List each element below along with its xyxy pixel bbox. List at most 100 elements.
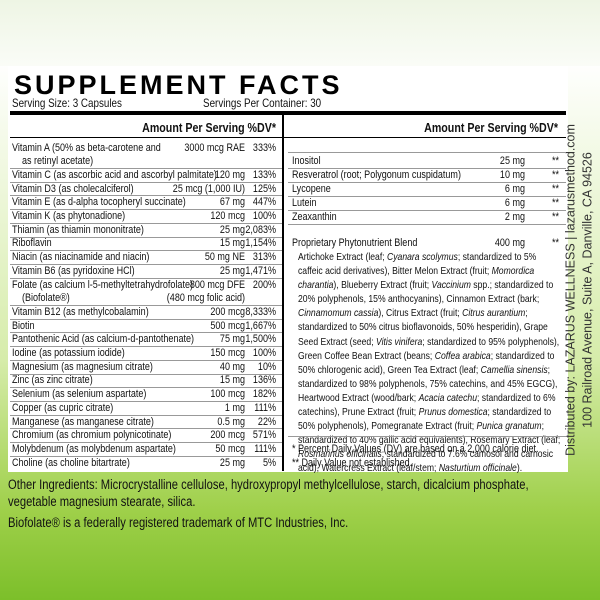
nutrient-dv: 136% [252, 374, 276, 387]
nutrient-amount: 200 mcg [210, 305, 245, 318]
nutrient-name: Magnesium (as magnesium citrate) [12, 360, 153, 373]
column-divider [282, 115, 284, 471]
nutrient-amount: 25 mg [219, 223, 245, 236]
blend-name: Proprietary Phytonutrient Blend [292, 237, 418, 249]
ingredient-dv: ** [551, 197, 559, 209]
title: SUPPLEMENT FACTS [14, 70, 343, 100]
nutrient-dv: 10% [257, 360, 276, 373]
nutrient-dv: 1,471% [245, 264, 276, 277]
ingredient-amount: 6 mg [504, 183, 525, 195]
row-rule [10, 181, 282, 183]
ingredient-name: Resveratrol (root; Polygonum cuspidatum) [292, 169, 461, 181]
blend-segment: ; standardized to 50% chlorogenic acid),… [298, 349, 555, 376]
header-rule [10, 137, 566, 138]
blend-segment: Cinnamomum cassia [298, 307, 379, 320]
row-rule [10, 373, 282, 375]
row-rule [10, 400, 282, 402]
nutrient-amount: 40 mg [219, 360, 245, 373]
other-ingredients: Other Ingredients: Microcrystalline cell… [8, 477, 529, 509]
nutrient-amount: 67 mg [219, 196, 245, 209]
blend-segment: Citrus aurantium [462, 307, 526, 320]
nutrient-name: Chromium (as chromium polynicotinate) [12, 429, 172, 442]
right-header: Amount Per Serving %DV* [424, 120, 558, 135]
left-header: Amount Per Serving %DV* [142, 120, 276, 135]
blend-segment: Acacia catechu [418, 391, 477, 404]
nutrient-amount: 500 mcg [210, 319, 245, 332]
nutrient-name: Copper (as cupric citrate) [12, 401, 114, 414]
top-band [0, 0, 600, 66]
row-rule [10, 359, 282, 361]
distributor-line: Distributed by: LAZARUS WELLNESS | lazar… [563, 124, 578, 456]
blend-segment: spp.; standardized to 20% polyphenols, 1… [298, 279, 554, 306]
blend-segment: ; standardized to 6% catechins), Prune E… [298, 391, 556, 419]
ingredient-amount: 6 mg [504, 197, 525, 209]
blend-segment: ; standardized to 95% polyphenols), Gree… [298, 335, 560, 362]
row-rule [288, 196, 566, 197]
ingredient-dv: ** [551, 169, 559, 181]
blend-segment: Camellia sinensis [480, 363, 548, 376]
blend-segment: ; standardized to 7.6% camosol and carno… [298, 448, 554, 475]
nutrient-name: Vitamin E (as d-alpha tocopheryl succina… [12, 196, 186, 209]
nutrient-amount: 25 mg [219, 264, 245, 277]
row-rule [10, 195, 282, 197]
nutrient-name: Vitamin D3 (as cholecalciferol) [12, 182, 134, 195]
row-rule [288, 182, 566, 183]
nutrient-name: Vitamin K (as phytonadione) [12, 210, 126, 222]
nutrient-dv: 1,154% [245, 237, 276, 250]
nutrient-name: Vitamin C (as ascorbic acid and ascorbyl… [12, 168, 217, 181]
nutrient-amount: 15 mg [219, 374, 245, 387]
nutrient-dv: 182% [252, 388, 276, 401]
ingredient-name: Zeaxanthin [292, 211, 337, 223]
nutrient-amount: 800 mcg DFE [189, 278, 245, 291]
blend-amount: 400 mg [494, 237, 525, 249]
row-rule [10, 209, 282, 211]
ingredient-dv: ** [551, 211, 559, 223]
thick-rule [10, 111, 566, 115]
blend-segment: Nasturtium officinale [438, 462, 517, 475]
nutrient-dv: 5% [262, 456, 276, 469]
blend-segment: ). [516, 462, 523, 475]
nutrient-dv: 313% [252, 251, 276, 264]
blend-segment: Cyanara scolymus [387, 251, 458, 263]
nutrient-dv: 100% [252, 210, 276, 222]
nutrient-name: Thiamin (as thiamin mononitrate) [12, 223, 144, 236]
nutrient-amount: 150 mcg [210, 347, 245, 359]
row-rule [288, 436, 566, 437]
nutrient-dv: 8,333% [245, 305, 276, 318]
nutrient-dv: 100% [252, 347, 276, 359]
blend-segment: ; standardized to 98% polyphenols, 75% c… [298, 363, 558, 404]
nutrient-name: Folate (as calcium l-5-methyltetrahydrof… [12, 278, 193, 291]
blend-segment: ), Blueberry Extract (fruit; [333, 279, 432, 292]
nutrient-name: Niacin (as niacinamide and niacin) [12, 251, 150, 264]
ingredient-name: Lutein [292, 197, 317, 209]
distributor: Distributed by: LAZARUS WELLNESS | lazar… [563, 103, 599, 478]
trademark: Biofolate® is a federally registered tra… [8, 515, 349, 530]
nutrient-name: Pantothenic Acid (as calcium-d-pantothen… [12, 333, 195, 346]
row-rule [10, 332, 282, 334]
row-rule [10, 428, 282, 430]
nutrient-dv: 447% [252, 196, 276, 209]
row-rule [10, 168, 282, 170]
blend-segment: Coffea arabica [434, 349, 491, 362]
row-rule [288, 224, 566, 225]
serving-size: Serving Size: 3 Capsules [12, 96, 122, 110]
nutrient-name: Vitamin B12 (as methylcobalamin) [12, 305, 149, 318]
nutrient-amount: 100 mcg [210, 388, 245, 401]
nutrient-dv: 1,667% [245, 319, 276, 332]
row-rule [10, 318, 282, 320]
row-rule [288, 210, 566, 211]
nutrient-dv: 1,500% [245, 333, 276, 346]
blend-dv: ** [551, 237, 559, 249]
nutrient-amount: 25 mcg (1,000 IU) [172, 182, 245, 195]
blend-description: Artichoke Extract (leaf; Cyanara scolymu… [298, 250, 560, 476]
nutrient-dv: 125% [252, 182, 276, 195]
ingredient-amount: 10 mg [499, 169, 525, 181]
nutrient-name: Selenium (as selenium aspartate) [12, 388, 147, 401]
nutrient-amount: 3000 mcg RAE [184, 141, 245, 154]
nutrient-dv: 133% [252, 168, 276, 181]
blend-segment: Artichoke Extract (leaf; [298, 251, 388, 263]
ingredient-name: Lycopene [292, 183, 331, 195]
nutrient-amount: 0.5 mg [217, 415, 245, 428]
blend-segment: Prunus domestica [418, 406, 488, 419]
